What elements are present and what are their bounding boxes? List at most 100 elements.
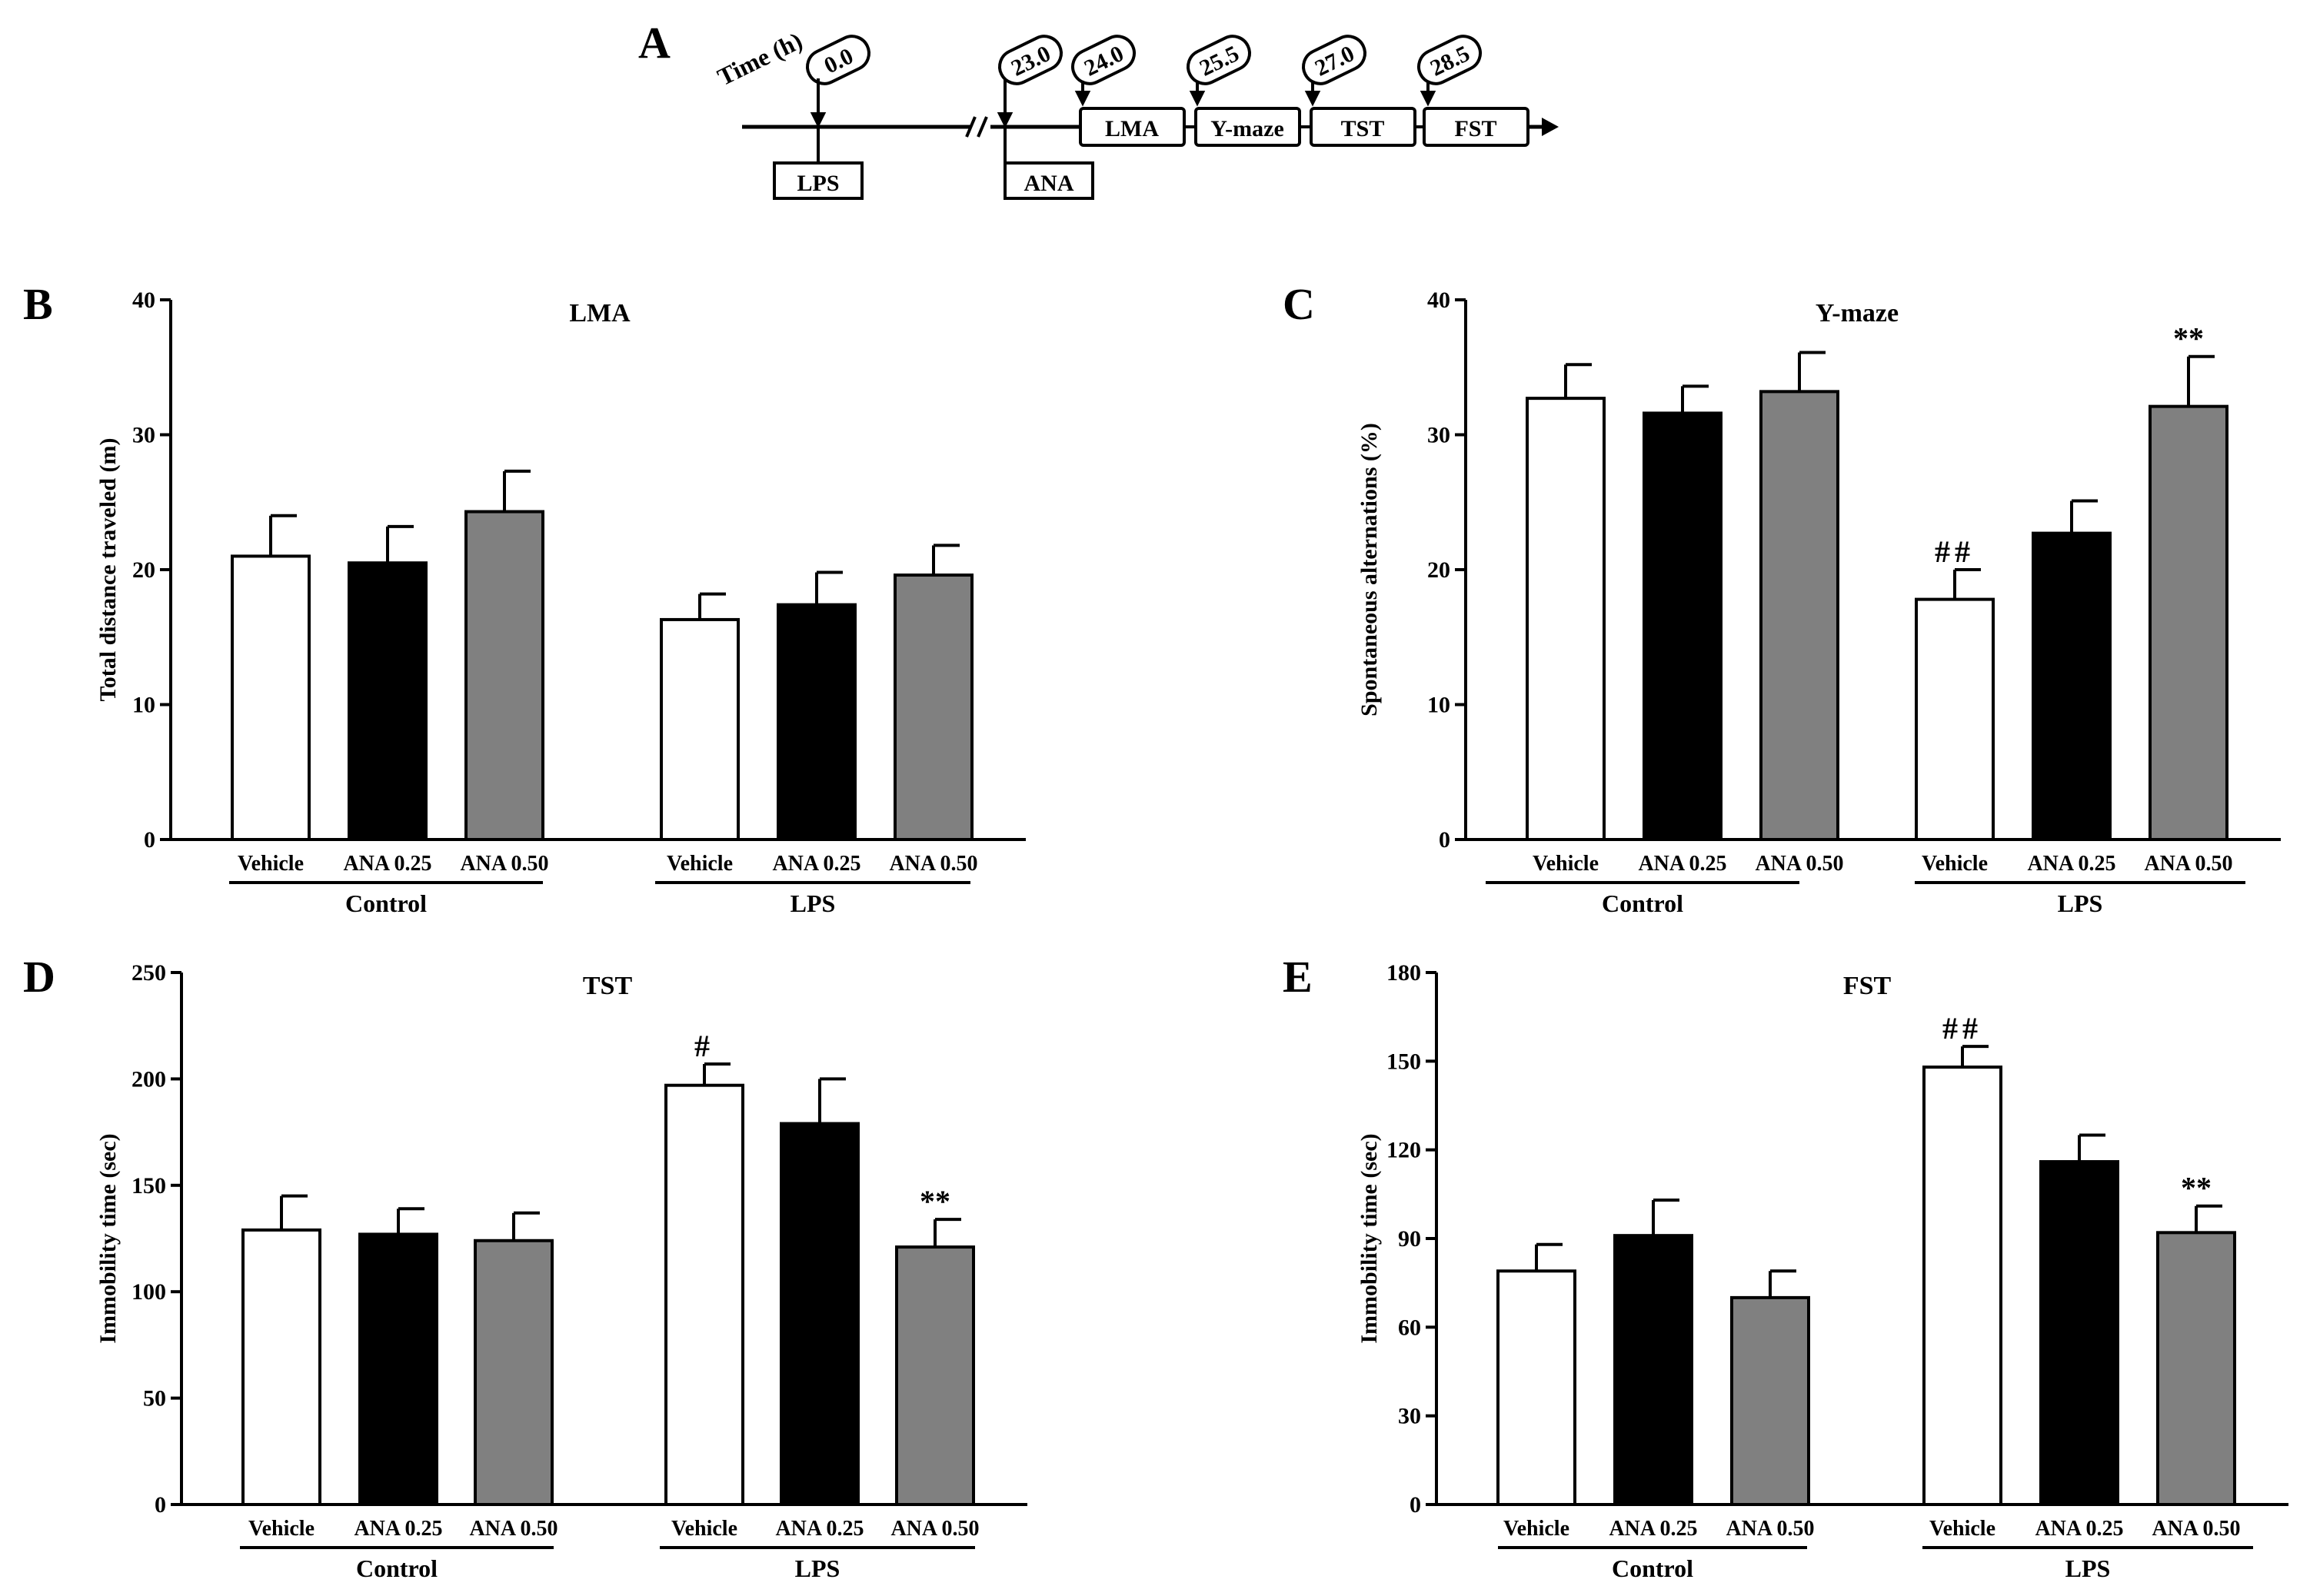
category-label: Vehicle [238,852,304,876]
y-tick-label: 200 [131,1066,166,1092]
panel-label: D [23,952,55,1002]
y-axis-label: Spontaneous alternations (%) [1356,423,1382,717]
significance-mark: # [694,1029,714,1063]
significance-mark: ** [920,1184,950,1219]
category-label: ANA 0.25 [1609,1517,1697,1541]
group-label: LPS [791,889,836,917]
bar [358,1232,438,1506]
time-label: Time (h) [713,26,807,91]
category-label: Vehicle [1503,1517,1569,1541]
category-label: ANA 0.50 [2152,1517,2240,1541]
group-label: LPS [2058,889,2103,917]
significance-mark: ** [2181,1171,2212,1205]
time-pill: 24.0 [1071,35,1136,85]
category-label: ANA 0.25 [354,1517,442,1541]
y-tick-label: 10 [1427,693,1450,718]
group-label: Control [345,889,427,917]
test-box-fst: FST [1423,107,1529,147]
chart-title: FST [1843,972,1892,1000]
bar [1759,390,1839,841]
svg-text:ANA: ANA [1024,171,1074,196]
bar-chart-panels: B LMA Total distance traveled (m) 0 10 20 30 40… [23,279,2288,1582]
category-label: ANA 0.25 [343,852,431,876]
test-box-tst: TST [1310,107,1416,147]
category-label: ANA 0.25 [2027,852,2115,876]
chart-panel-b: B LMA Total distance traveled (m) 0 10 20 30 40… [23,279,1026,917]
treatment-box-lps: LPS [773,161,864,200]
y-tick-label: 0 [1439,827,1450,853]
group-label: LPS [2065,1554,2111,1582]
significance-mark: ## [1935,534,1975,569]
svg-text:TST: TST [1341,116,1385,141]
category-label: Vehicle [671,1517,737,1541]
category-label: ANA 0.50 [469,1517,558,1541]
category-label: Vehicle [667,852,733,876]
category-label: ANA 0.25 [775,1517,864,1541]
chart-panel-e: E FST Immobility time (sec) 0 30 60 90 120 150 18… [1283,952,2288,1582]
axis-break-mark [977,116,988,138]
panel-label-a: A [638,18,671,68]
bar [2039,1160,2119,1506]
axis-break-mark [965,116,977,138]
bar [895,1245,975,1507]
y-tick-label: 0 [155,1492,166,1518]
category-label: ANA 0.50 [460,852,548,876]
y-tick-label: 60 [1398,1315,1421,1340]
y-tick-label: 150 [131,1173,166,1199]
chart-title: TST [583,972,633,1000]
panel-label: C [1283,279,1315,329]
time-pill: 25.5 [1187,35,1251,85]
category-label: Vehicle [248,1517,315,1541]
time-pill: 0.0 [806,35,870,85]
chart-panel-c: C Y-maze Spontaneous alternations (%) 0 10 20… [1283,279,2281,917]
svg-text:Y-maze: Y-maze [1210,116,1284,141]
time-pill: 23.0 [998,35,1063,85]
test-box-lma: LMA [1079,107,1186,147]
bar [1915,597,1995,841]
bar [664,1083,744,1506]
y-axis-label: Immobility time (sec) [1356,1133,1382,1343]
category-label: ANA 0.25 [772,852,860,876]
timeline-down-arrows [810,78,1436,128]
panel-label: B [23,279,53,329]
bar [1922,1066,2002,1506]
y-tick-label: 90 [1398,1226,1421,1252]
chart-panel-d: D TST Immobility time (sec) 0 50 100 150 200 250… [23,952,1027,1582]
bar [1526,397,1606,841]
bar [780,1122,860,1506]
category-label: ANA 0.50 [2144,852,2232,876]
svg-text:LMA: LMA [1105,116,1159,141]
group-label: Control [1602,889,1683,917]
time-pill: 27.0 [1302,35,1366,85]
category-label: ANA 0.50 [889,852,977,876]
svg-text:LPS: LPS [797,171,839,196]
chart-title: Y-maze [1816,299,1899,328]
bar [777,603,857,841]
bar [464,510,544,841]
group-label: Control [1612,1554,1693,1582]
panel-label: E [1283,952,1313,1002]
bar [2156,1231,2236,1507]
category-label: ANA 0.50 [890,1517,979,1541]
y-tick-label: 40 [1427,288,1450,313]
category-label: ANA 0.25 [2035,1517,2123,1541]
bar [1730,1295,1810,1507]
category-label: ANA 0.25 [1638,852,1726,876]
timeline-arrowhead [1542,118,1559,136]
y-tick-label: 10 [132,693,155,718]
y-tick-label: 50 [143,1386,166,1411]
bar [1496,1269,1576,1507]
y-axis-label: Immobility time (sec) [95,1133,121,1343]
y-tick-label: 20 [132,557,155,583]
bar [231,554,311,841]
category-label: ANA 0.50 [1726,1517,1814,1541]
group-label: LPS [795,1554,840,1582]
significance-mark: ** [2173,321,2204,356]
bar [474,1239,554,1506]
significance-mark: ## [1942,1011,1982,1046]
y-tick-label: 250 [131,960,166,986]
bar [348,561,428,841]
treatment-box-ana: ANA [1004,161,1094,200]
y-tick-label: 30 [1427,423,1450,448]
